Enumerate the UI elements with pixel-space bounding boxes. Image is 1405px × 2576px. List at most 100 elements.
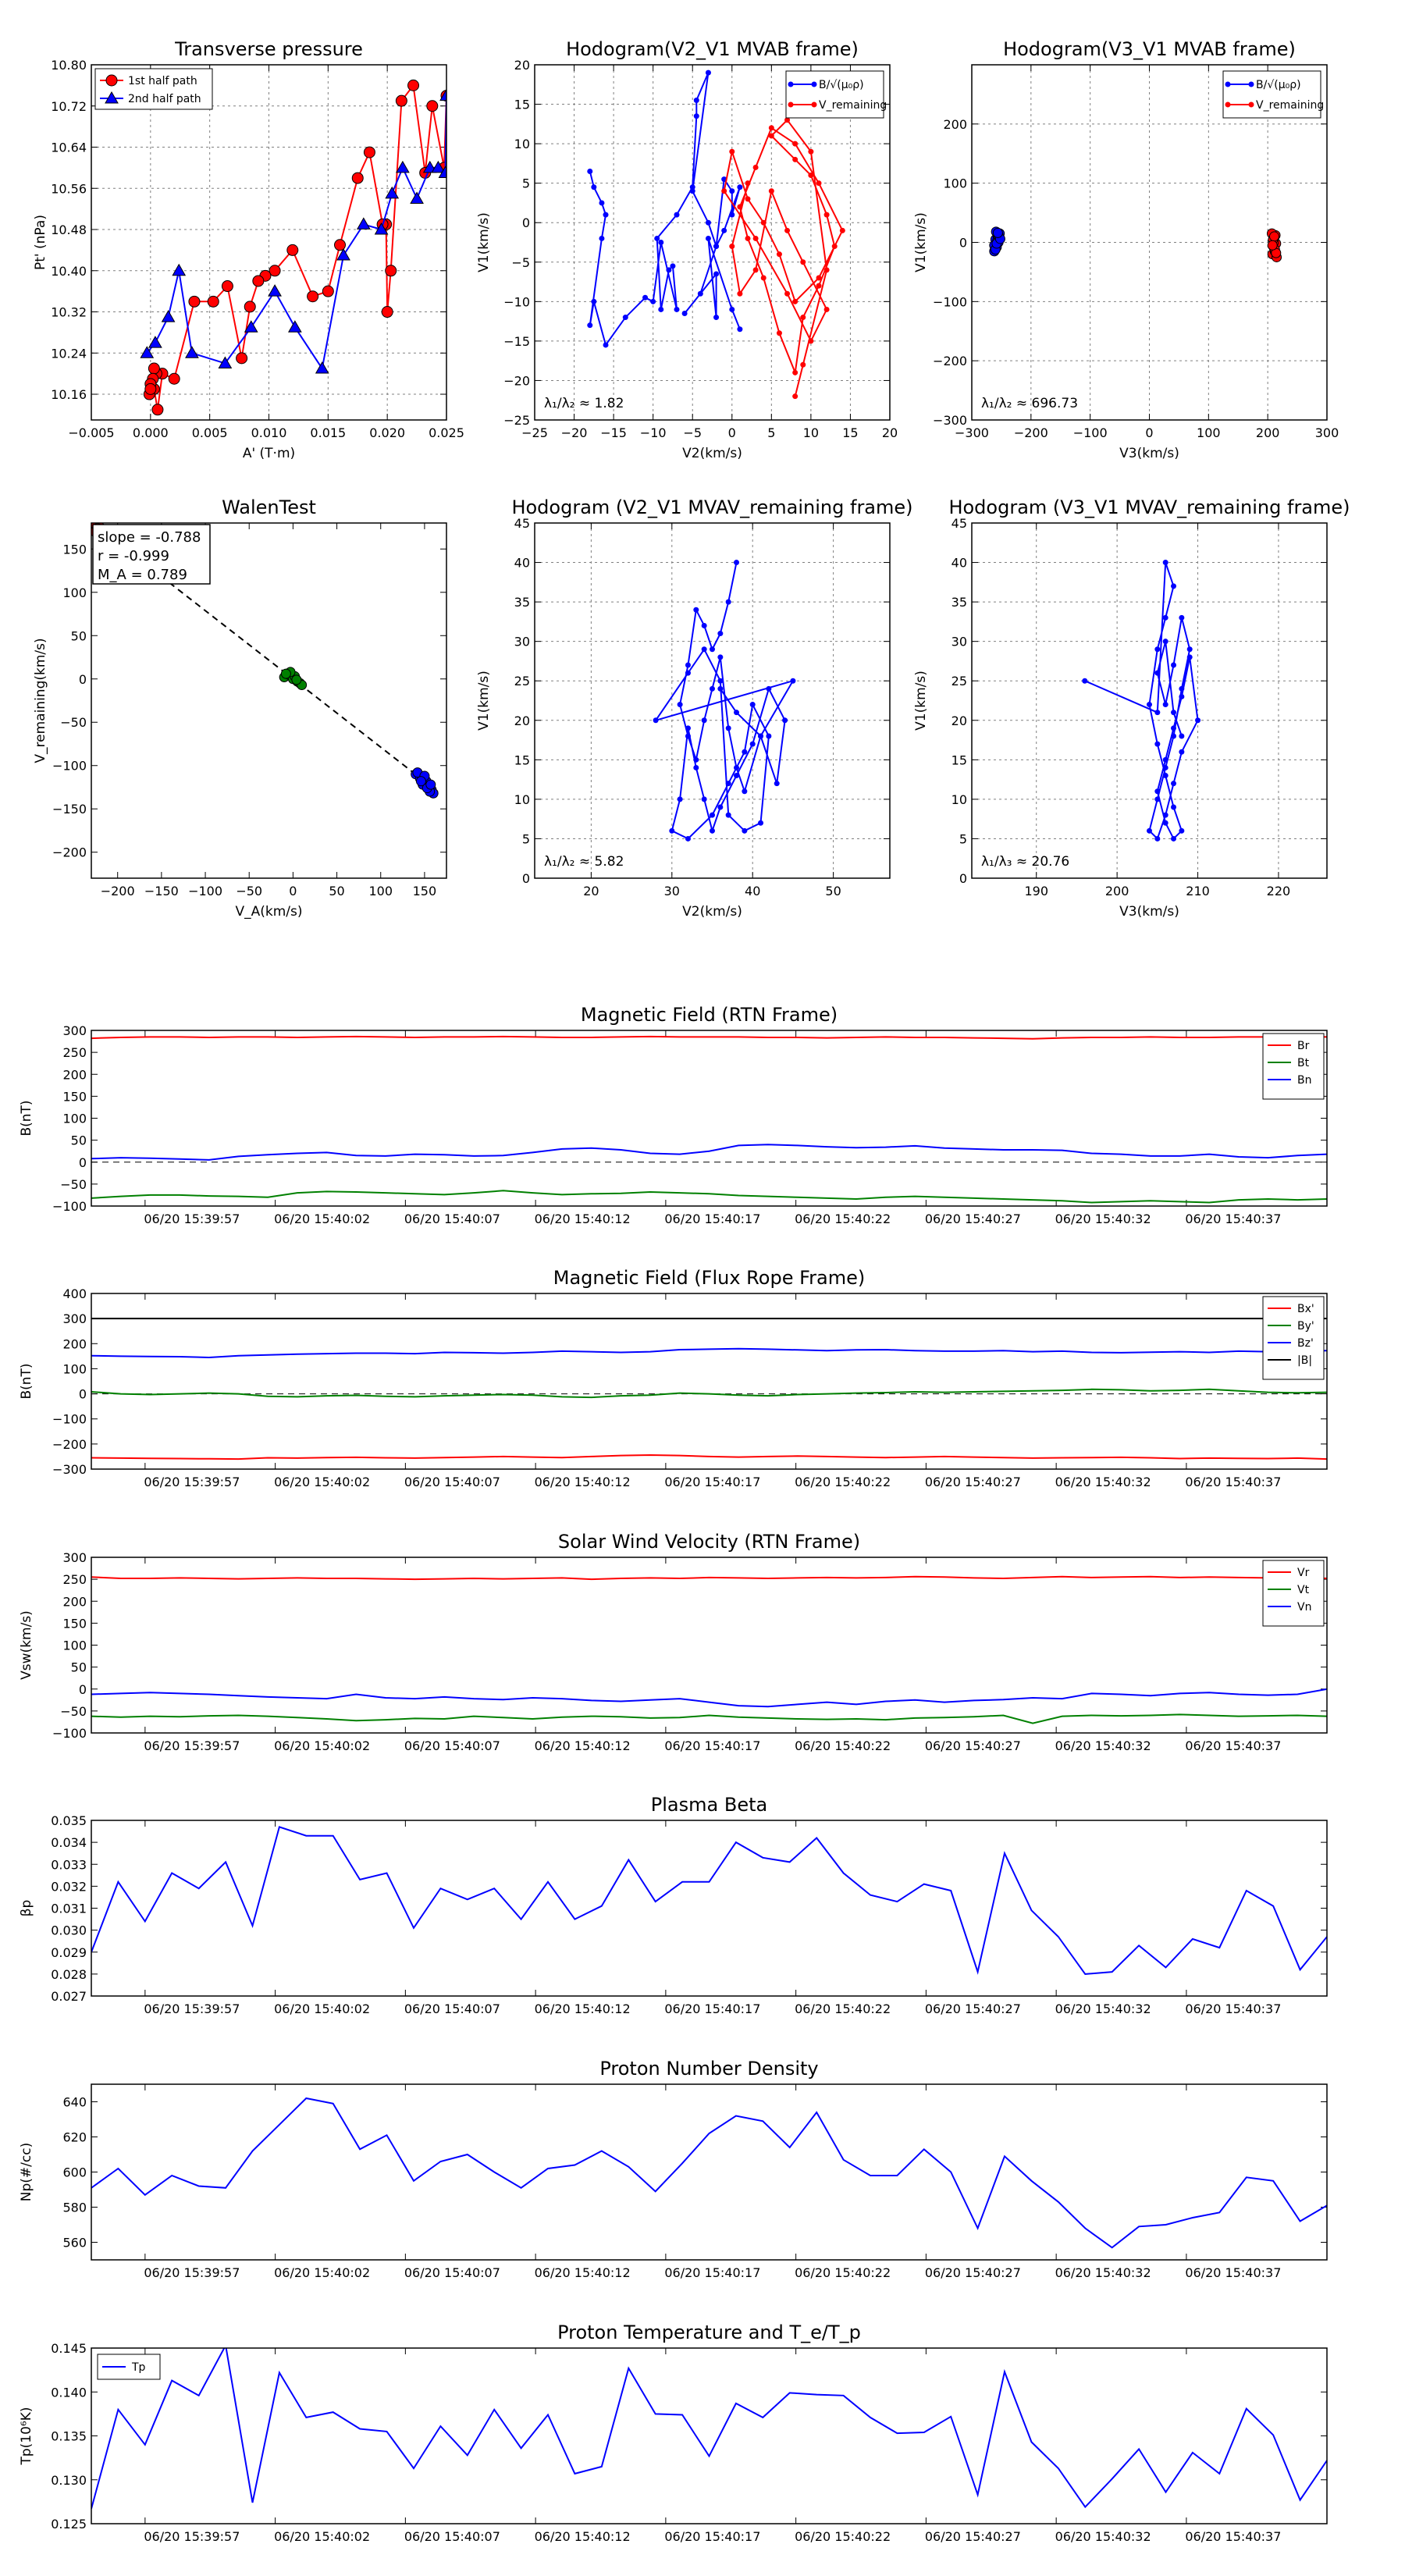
legend-marker bbox=[788, 101, 794, 108]
y-tick-label: 15 bbox=[514, 98, 530, 112]
data-point bbox=[745, 235, 751, 241]
time-tick-label: 06/20 15:40:37 bbox=[1185, 1212, 1281, 1226]
data-point bbox=[745, 196, 751, 202]
data-point bbox=[737, 184, 743, 190]
data-point bbox=[422, 160, 437, 173]
data-point bbox=[729, 188, 735, 194]
time-tick-label: 06/20 15:40:22 bbox=[795, 1738, 891, 1753]
data-point bbox=[816, 275, 822, 281]
y-tick-label: 10.64 bbox=[51, 141, 87, 155]
y-axis-label: V1(km/s) bbox=[913, 212, 929, 272]
data-point bbox=[1147, 827, 1152, 834]
data-point bbox=[729, 306, 735, 312]
data-point bbox=[1171, 835, 1177, 841]
y-tick-label: −200 bbox=[52, 845, 87, 860]
x-tick-label: 50 bbox=[825, 884, 841, 898]
data-point bbox=[808, 173, 814, 179]
x-tick-label: −300 bbox=[955, 425, 989, 440]
plot-area bbox=[1082, 560, 1201, 841]
x-tick-label: −15 bbox=[600, 425, 627, 440]
x-axis-label: A' (T·m) bbox=[243, 446, 295, 461]
chart-magnetic_field_rtn: −100 −50 0 50 100 150 200 250 300 Magnetic Field … bbox=[19, 1004, 1328, 1226]
data-point bbox=[705, 235, 711, 241]
data-point bbox=[839, 227, 845, 233]
y-tick-label: −300 bbox=[52, 1462, 87, 1477]
data-point bbox=[784, 117, 791, 123]
y-tick-label: 200 bbox=[62, 1067, 87, 1082]
y-tick-label: 40 bbox=[514, 556, 530, 571]
data-point bbox=[768, 125, 774, 131]
data-point bbox=[1195, 717, 1201, 724]
data-point bbox=[236, 352, 248, 365]
data-point bbox=[280, 668, 291, 679]
data-point bbox=[653, 717, 659, 724]
x-tick-label: 40 bbox=[745, 884, 760, 898]
x-tick-label: 5 bbox=[767, 425, 775, 440]
chart-title: Proton Temperature and T_e/T_p bbox=[557, 2322, 861, 2343]
data-point bbox=[1154, 788, 1161, 795]
x-tick-label: 0.000 bbox=[133, 425, 169, 440]
data-point bbox=[768, 133, 774, 139]
series-line-Vt bbox=[91, 1713, 1327, 1724]
y-tick-label: 0.140 bbox=[51, 2385, 87, 2400]
legend-label: 1st half path bbox=[128, 75, 197, 87]
plot-area bbox=[91, 1318, 1327, 1461]
y-tick-label: 100 bbox=[62, 585, 87, 600]
time-tick-label: 06/20 15:40:37 bbox=[1185, 2265, 1281, 2280]
y-tick-label: 0 bbox=[959, 871, 967, 886]
data-point bbox=[244, 301, 256, 313]
series-line-V_remaining bbox=[723, 119, 844, 397]
y-tick-label: 30 bbox=[951, 635, 967, 649]
data-point bbox=[172, 263, 187, 276]
y-tick-label: −100 bbox=[52, 1199, 87, 1214]
data-point bbox=[705, 69, 711, 76]
series-line-2nd half path bbox=[146, 95, 446, 371]
y-tick-label: 0 bbox=[959, 236, 967, 251]
data-point bbox=[823, 306, 830, 312]
legend-box bbox=[1262, 1033, 1325, 1100]
series-line-beta bbox=[91, 1826, 1327, 1975]
legend-label: Tp bbox=[131, 2361, 146, 2374]
series-line-Np bbox=[91, 2097, 1327, 2249]
data-point bbox=[689, 188, 695, 194]
data-point bbox=[737, 290, 743, 297]
data-point bbox=[742, 827, 748, 834]
time-tick-label: 06/20 15:40:12 bbox=[535, 1738, 631, 1753]
y-tick-label: 15 bbox=[951, 753, 967, 767]
data-point bbox=[776, 251, 782, 258]
y-tick-label: 45 bbox=[514, 516, 530, 531]
data-point bbox=[701, 717, 707, 724]
x-tick-label: 0 bbox=[289, 884, 297, 898]
data-point bbox=[674, 306, 680, 312]
y-tick-label: 0 bbox=[79, 1387, 87, 1402]
time-tick-label: 06/20 15:39:57 bbox=[144, 1212, 240, 1226]
y-tick-label: 150 bbox=[62, 542, 87, 557]
plot-area bbox=[91, 1826, 1327, 1975]
time-tick-label: 06/20 15:40:12 bbox=[535, 2529, 631, 2544]
x-tick-label: 0.005 bbox=[192, 425, 228, 440]
y-tick-label: 0 bbox=[522, 215, 530, 230]
y-tick-label: 10.48 bbox=[51, 222, 87, 237]
data-point bbox=[1171, 662, 1177, 668]
x-tick-label: −0.005 bbox=[68, 425, 114, 440]
legend-label: Vn bbox=[1297, 1601, 1311, 1614]
y-tick-label: 20 bbox=[951, 713, 967, 728]
data-point bbox=[800, 259, 806, 265]
legend-marker bbox=[105, 91, 119, 104]
data-point bbox=[151, 404, 164, 416]
data-point bbox=[307, 290, 319, 303]
y-axis-label: V_remaining(km/s) bbox=[33, 638, 48, 763]
chart-magnetic_field_flux_rope: −300 −200 −100 0 100 200 300 400 Magnetic Field … bbox=[19, 1267, 1328, 1489]
x-tick-label: −100 bbox=[188, 884, 222, 898]
y-tick-label: 20 bbox=[514, 58, 530, 73]
time-tick-label: 06/20 15:40:22 bbox=[795, 2265, 891, 2280]
chart-hodogram_v2v1_mvav: 0 5 10 15 20 25 30 35 40 45 20 30 40 50 Hodogram (V2_V… bbox=[476, 496, 913, 920]
data-point bbox=[674, 212, 680, 218]
time-tick-label: 06/20 15:40:22 bbox=[795, 1475, 891, 1489]
legend-label: B/√(μ₀ρ) bbox=[1256, 79, 1301, 91]
y-tick-label: −50 bbox=[60, 1704, 87, 1719]
time-tick-label: 06/20 15:40:27 bbox=[925, 1475, 1021, 1489]
plot-frame bbox=[91, 2083, 1328, 2261]
chart-title: Plasma Beta bbox=[651, 1794, 767, 1816]
data-point bbox=[992, 227, 1003, 238]
